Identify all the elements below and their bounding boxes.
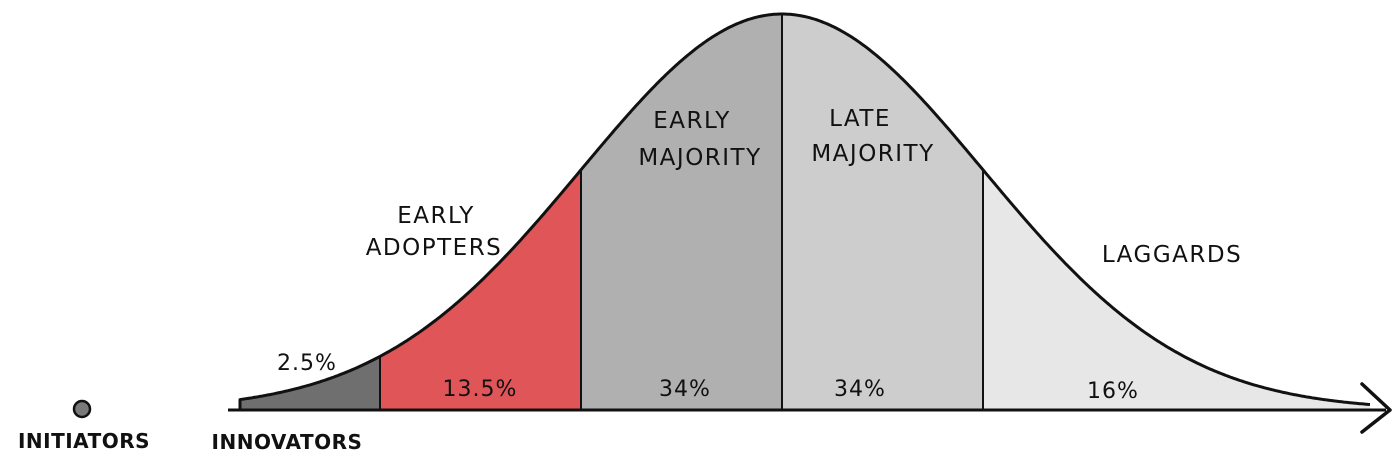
initiator-dot-icon — [72, 399, 92, 419]
percent-late-majority: 34% — [834, 377, 886, 402]
segment-late-majority — [782, 14, 983, 410]
label-innovators: INNOVATORS — [212, 430, 363, 454]
label-early-majority-line2: MAJORITY — [638, 145, 761, 171]
segment-laggards — [983, 169, 1370, 410]
segment-early-majority — [581, 14, 782, 410]
bell-curve-outline — [238, 12, 1371, 410]
label-laggards: LAGGARDS — [1102, 242, 1242, 268]
label-late-majority-line2: MAJORITY — [811, 141, 934, 167]
percent-early-adopters: 13.5% — [443, 377, 518, 402]
label-early-adopters-line1: EARLY — [397, 203, 475, 229]
segment-dividers — [379, 14, 984, 410]
label-early-majority-line1: EARLY — [653, 108, 731, 134]
percent-laggards: 16% — [1087, 379, 1139, 404]
label-initiators: INITIATORS — [18, 429, 150, 453]
segment-innovators — [240, 356, 380, 410]
x-axis-arrowhead-icon — [1360, 382, 1392, 434]
x-axis — [228, 382, 1392, 434]
label-late-majority-line1: LATE — [829, 106, 891, 132]
label-early-adopters-line2: ADOPTERS — [366, 235, 503, 261]
percent-early-majority: 34% — [659, 377, 711, 402]
percent-innovators: 2.5% — [277, 351, 337, 376]
